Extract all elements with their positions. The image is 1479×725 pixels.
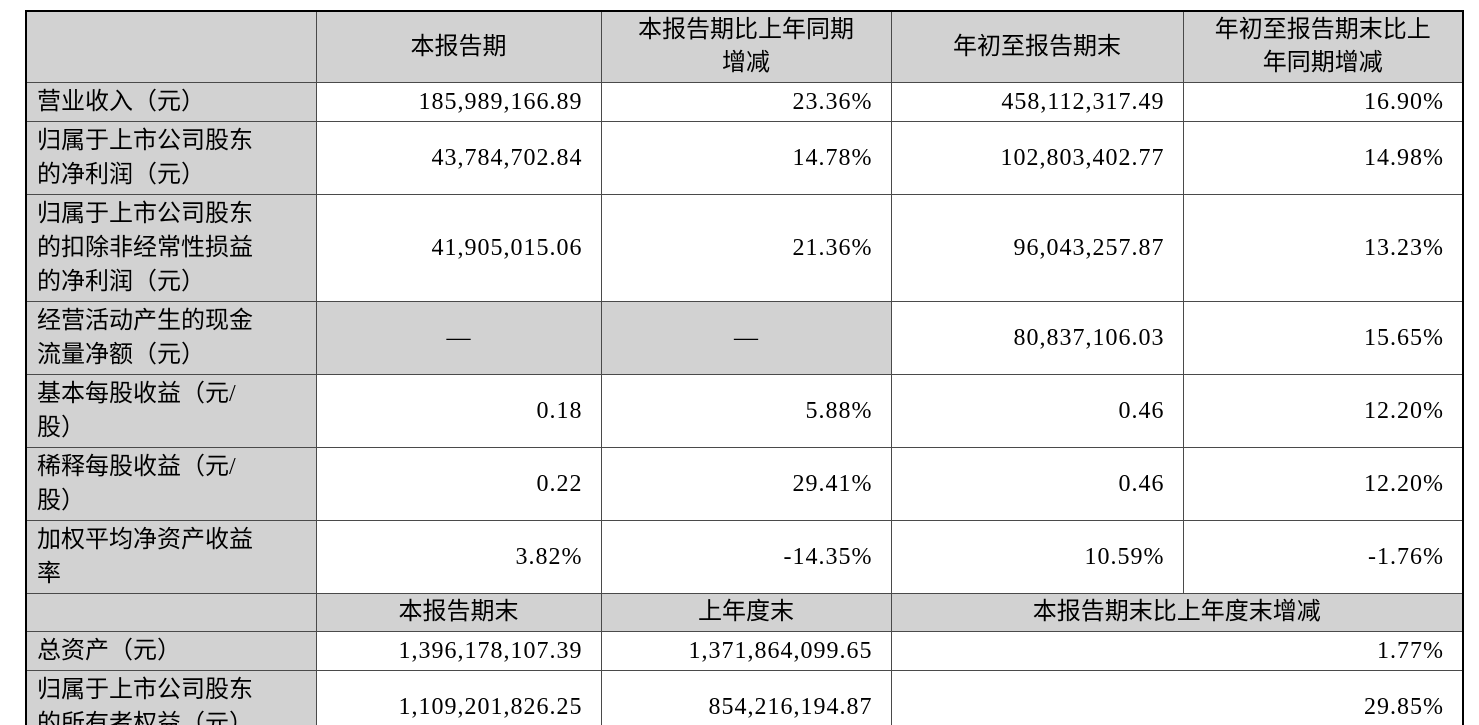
table-row: 归属于上市公司股东 的净利润（元） 43,784,702.84 14.78% 1…	[25, 121, 1464, 195]
table-row: 基本每股收益（元/ 股） 0.18 5.88% 0.46 12.20%	[25, 374, 1464, 448]
table-header-row: 本报告期 本报告期比上年同期 增减 年初至报告期末 年初至报告期末比上 年同期增…	[25, 10, 1464, 83]
table-row: 总资产（元） 1,396,178,107.39 1,371,864,099.65…	[25, 631, 1464, 671]
cell-value: -1.76%	[1182, 520, 1464, 594]
table-subheader-row: 本报告期末 上年度末 本报告期末比上年度末增减	[25, 593, 1464, 632]
cell-value: 12.20%	[1182, 374, 1464, 448]
cell-value: 43,784,702.84	[315, 121, 602, 195]
cell-value: 5.88%	[600, 374, 892, 448]
cell-value: 96,043,257.87	[890, 194, 1184, 302]
row-label: 归属于上市公司股东 的所有者权益（元）	[25, 670, 317, 725]
cell-value: 15.65%	[1182, 301, 1464, 375]
row-label: 营业收入（元）	[25, 82, 317, 122]
cell-value: -14.35%	[600, 520, 892, 594]
table-row: 归属于上市公司股东 的扣除非经常性损益 的净利润（元） 41,905,015.0…	[25, 194, 1464, 302]
header-yoy-change: 本报告期比上年同期 增减	[600, 10, 892, 83]
table-row: 营业收入（元） 185,989,166.89 23.36% 458,112,31…	[25, 82, 1464, 122]
cell-value: 0.46	[890, 374, 1184, 448]
cell-value: 23.36%	[600, 82, 892, 122]
row-label: 总资产（元）	[25, 631, 317, 671]
cell-value: 29.85%	[890, 670, 1464, 725]
subheader-period-end-change: 本报告期末比上年度末增减	[890, 593, 1464, 632]
cell-value: 1,371,864,099.65	[600, 631, 892, 671]
table-row: 经营活动产生的现金 流量净额（元） — — 80,837,106.03 15.6…	[25, 301, 1464, 375]
cell-value: 10.59%	[890, 520, 1184, 594]
cell-value: 14.98%	[1182, 121, 1464, 195]
subheader-prior-year-end: 上年度末	[600, 593, 892, 632]
cell-value: 14.78%	[600, 121, 892, 195]
subheader-period-end: 本报告期末	[315, 593, 602, 632]
header-current-period: 本报告期	[315, 10, 602, 83]
header-empty-cell	[25, 10, 317, 83]
row-label: 归属于上市公司股东 的扣除非经常性损益 的净利润（元）	[25, 194, 317, 302]
table-row: 稀释每股收益（元/ 股） 0.22 29.41% 0.46 12.20%	[25, 447, 1464, 521]
cell-value: 12.20%	[1182, 447, 1464, 521]
cell-value: 29.41%	[600, 447, 892, 521]
cell-value: 102,803,402.77	[890, 121, 1184, 195]
cell-na-dash: —	[600, 301, 892, 375]
header-ytd-yoy-change: 年初至报告期末比上 年同期增减	[1182, 10, 1464, 83]
subheader-empty-cell	[25, 593, 317, 632]
table-row: 加权平均净资产收益 率 3.82% -14.35% 10.59% -1.76%	[25, 520, 1464, 594]
cell-value: 1,396,178,107.39	[315, 631, 602, 671]
cell-value: 185,989,166.89	[315, 82, 602, 122]
row-label: 加权平均净资产收益 率	[25, 520, 317, 594]
cell-value: 0.22	[315, 447, 602, 521]
cell-value: 0.18	[315, 374, 602, 448]
cell-value: 1,109,201,826.25	[315, 670, 602, 725]
cell-value: 458,112,317.49	[890, 82, 1184, 122]
cell-value: 13.23%	[1182, 194, 1464, 302]
cell-value: 1.77%	[890, 631, 1464, 671]
row-label: 基本每股收益（元/ 股）	[25, 374, 317, 448]
cell-value: 21.36%	[600, 194, 892, 302]
cell-value: 41,905,015.06	[315, 194, 602, 302]
cell-value: 3.82%	[315, 520, 602, 594]
cell-value: 80,837,106.03	[890, 301, 1184, 375]
cell-value: 16.90%	[1182, 82, 1464, 122]
cell-na-dash: —	[315, 301, 602, 375]
row-label: 经营活动产生的现金 流量净额（元）	[25, 301, 317, 375]
cell-value: 0.46	[890, 447, 1184, 521]
financial-summary-table: 本报告期 本报告期比上年同期 增减 年初至报告期末 年初至报告期末比上 年同期增…	[25, 10, 1464, 725]
header-ytd: 年初至报告期末	[890, 10, 1184, 83]
row-label: 归属于上市公司股东 的净利润（元）	[25, 121, 317, 195]
row-label: 稀释每股收益（元/ 股）	[25, 447, 317, 521]
table-row: 归属于上市公司股东 的所有者权益（元） 1,109,201,826.25 854…	[25, 670, 1464, 725]
cell-value: 854,216,194.87	[600, 670, 892, 725]
